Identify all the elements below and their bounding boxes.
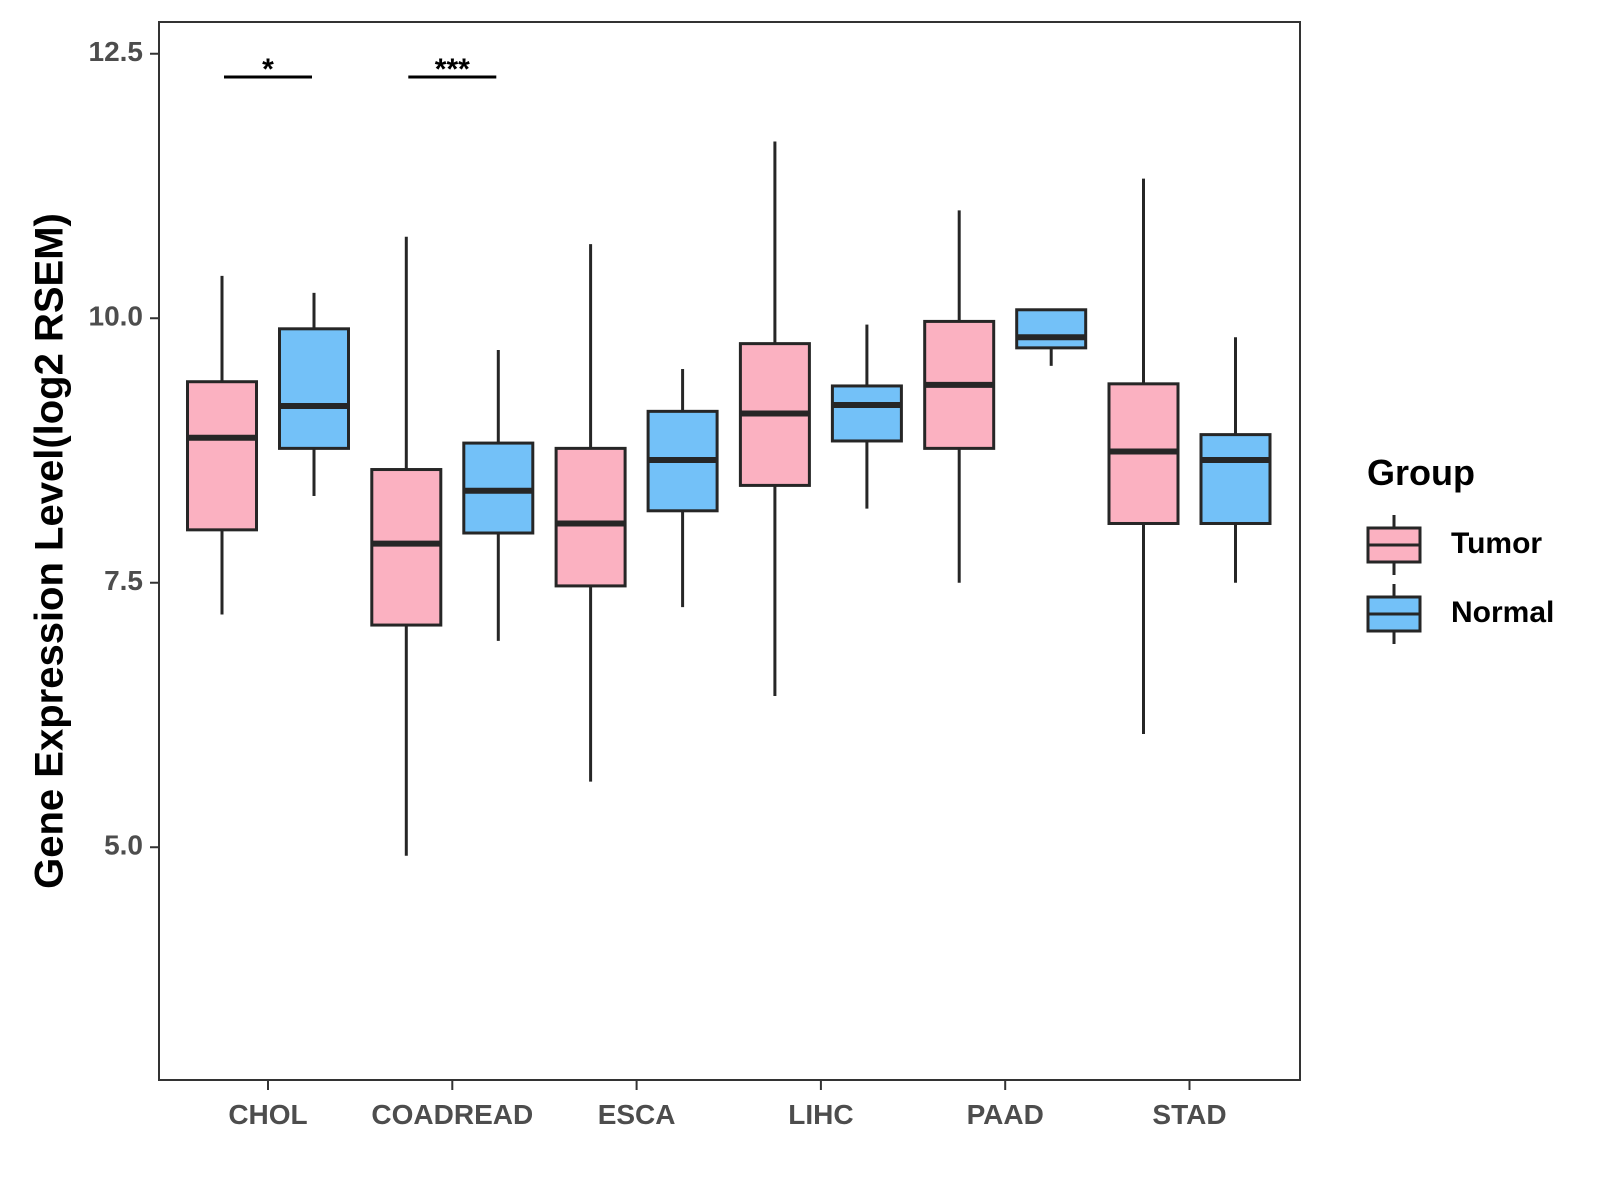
box-normal-stad	[1199, 337, 1272, 583]
x-tick-label: COADREAD	[371, 1099, 533, 1130]
y-axis-title: Gene Expression Level(log2 RSEM)	[28, 213, 72, 889]
legend-label: Tumor	[1451, 527, 1542, 560]
box-iqr	[278, 327, 350, 450]
legend-label: Normal	[1451, 596, 1554, 629]
y-tick-label: 12.5	[89, 36, 144, 67]
y-axis: 5.0 7.5 10.0 12.5	[89, 36, 159, 861]
legend-title: Group	[1367, 452, 1475, 493]
box-iqr	[370, 468, 443, 627]
box-tumor-esca	[554, 244, 627, 782]
box-tumor-chol	[186, 275, 258, 615]
plot-panel	[158, 21, 1301, 1081]
y-tick-label: 5.0	[104, 830, 143, 861]
box-tumor-lihc	[738, 141, 811, 696]
box-normal-lihc	[830, 324, 903, 509]
significance-label: ***	[435, 53, 470, 86]
y-tick-label: 7.5	[104, 565, 143, 596]
y-tick-label: 10.0	[89, 301, 144, 332]
significance-markers: * ***	[224, 53, 497, 86]
x-tick-label: LIHC	[788, 1099, 853, 1130]
x-tick-label: CHOL	[228, 1099, 307, 1130]
significance-label: *	[262, 53, 274, 86]
box-tumor-paad	[923, 210, 996, 583]
box-series	[186, 141, 1272, 856]
box-iqr	[1199, 433, 1272, 525]
x-tick-label: PAAD	[967, 1099, 1044, 1130]
x-tick-label: STAD	[1152, 1099, 1226, 1130]
x-axis: CHOL COADREAD ESCA LIHC PAAD STAD	[228, 1080, 1227, 1130]
legend: Group Tumor Normal	[1366, 452, 1554, 644]
legend-item-normal: Normal	[1366, 584, 1554, 644]
box-normal-coadread	[462, 349, 535, 641]
box-normal-chol	[278, 292, 350, 496]
box-iqr	[186, 380, 258, 532]
box-iqr	[1015, 308, 1088, 350]
box-iqr	[554, 446, 627, 588]
box-iqr	[830, 384, 903, 443]
box-tumor-stad	[1107, 178, 1180, 735]
x-tick-label: ESCA	[598, 1099, 676, 1130]
legend-item-tumor: Tumor	[1366, 515, 1542, 575]
box-tumor-coadread	[370, 236, 443, 856]
box-normal-esca	[646, 369, 719, 608]
box-normal-paad	[1015, 308, 1088, 366]
